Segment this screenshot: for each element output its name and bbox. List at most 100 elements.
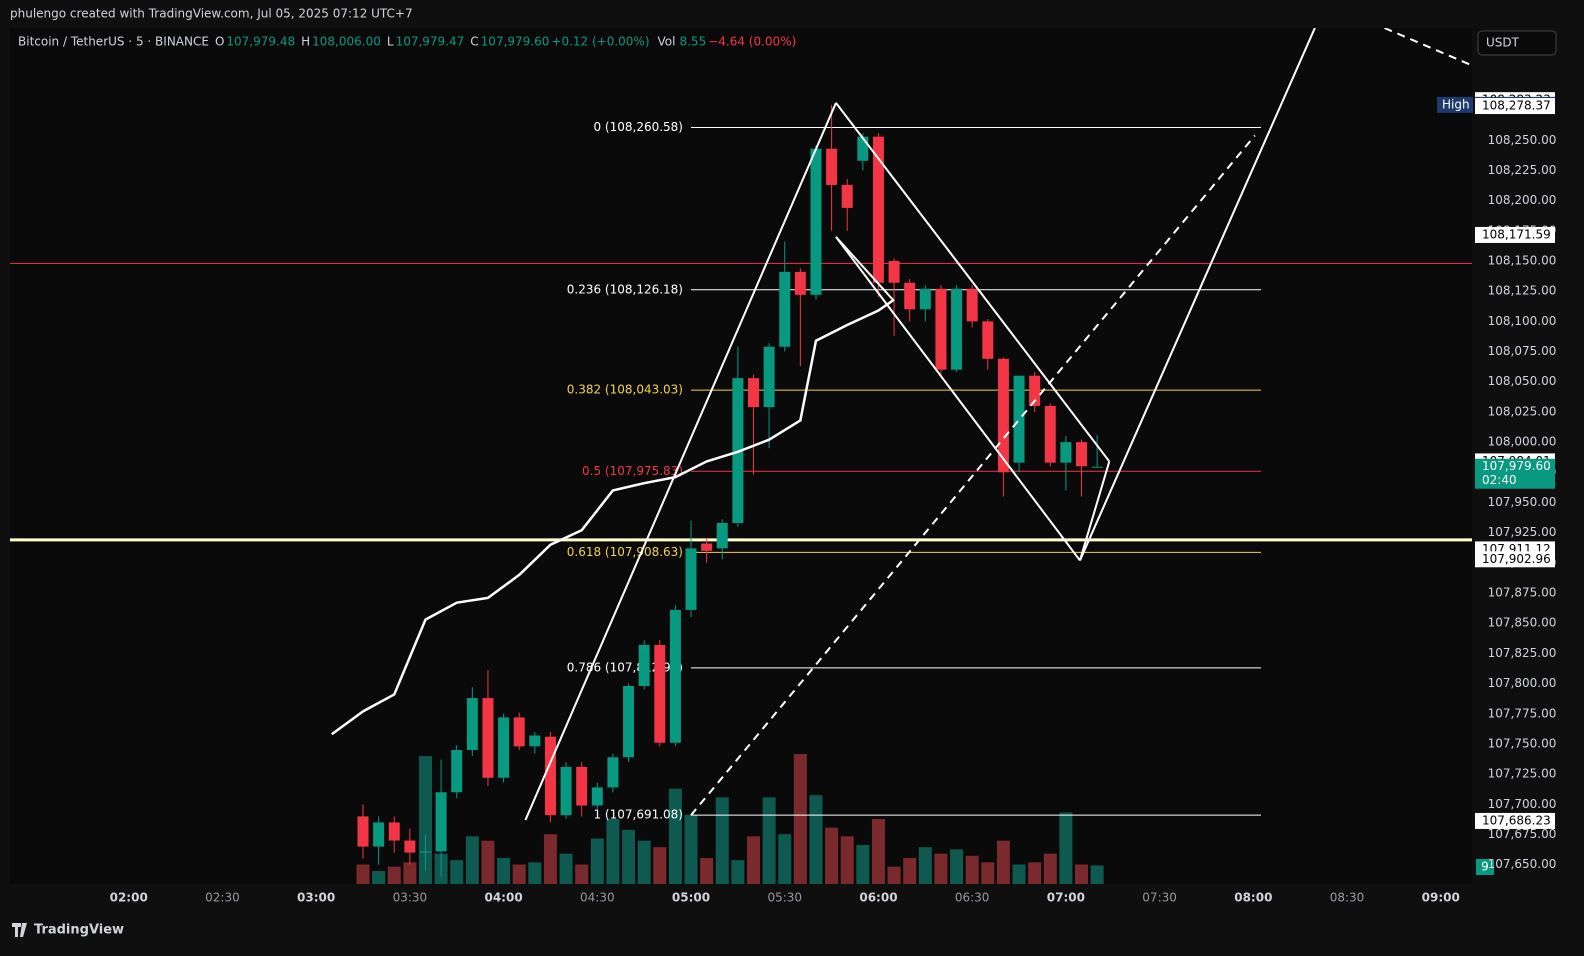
candle-body <box>919 288 931 310</box>
candle-body <box>529 735 541 747</box>
price-tag <box>1475 551 1555 568</box>
volume-bar <box>450 860 464 884</box>
candle-body <box>966 288 978 322</box>
volume-bar <box>965 855 979 884</box>
note-box <box>1437 96 1473 113</box>
y-tick-label: 107,925.00 <box>1488 525 1557 539</box>
x-tick-label: 07:30 <box>1142 891 1177 905</box>
trendline <box>835 236 1081 562</box>
volume-bar <box>387 866 401 884</box>
candle-body <box>826 148 838 185</box>
note-label: High <box>1442 97 1470 111</box>
candle-body <box>607 757 619 788</box>
price-tag-label: 107,686.23 <box>1482 813 1551 827</box>
trendline <box>524 102 837 821</box>
x-tick-label: 03:30 <box>393 891 428 905</box>
volume-bar <box>403 862 417 884</box>
currency[interactable]: USDT <box>1486 36 1520 50</box>
volume-bar <box>1090 865 1104 884</box>
candle-body <box>904 282 916 310</box>
x-tick-label: 08:00 <box>1234 891 1272 905</box>
volume-bar <box>653 847 667 884</box>
volume-bar <box>981 862 995 884</box>
countdown: 02:40 <box>1482 473 1517 487</box>
badge-text: 9 <box>1481 860 1489 874</box>
trendline <box>1384 28 1472 67</box>
fib-label: 0.618 (107,908.63) <box>567 545 683 559</box>
y-tick-label: 108,150.00 <box>1488 254 1557 268</box>
candle-body <box>654 644 666 743</box>
candle-body <box>576 766 588 806</box>
volume-bar <box>700 858 714 884</box>
candle-body <box>701 543 713 551</box>
volume-bar <box>871 819 885 884</box>
volume-bar <box>590 838 604 884</box>
price-tag-label: 108,278.37 <box>1482 99 1551 113</box>
y-tick-label: 108,000.00 <box>1488 435 1557 449</box>
candle-body <box>544 736 556 816</box>
legend-item: +0.12 (+0.00%) <box>551 35 649 49</box>
candle-body <box>388 822 400 841</box>
candle-body <box>716 523 728 549</box>
candle-body <box>638 644 650 686</box>
x-tick-label: 07:00 <box>1047 891 1085 905</box>
trendline <box>1078 461 1111 561</box>
y-tick-label: 107,700.00 <box>1488 797 1557 811</box>
y-tick-label: 108,200.00 <box>1488 193 1557 207</box>
footer: TradingView <box>34 923 124 938</box>
x-tick-label: 02:30 <box>205 891 240 905</box>
candle-body <box>560 766 572 816</box>
candle-body <box>1013 375 1025 463</box>
price-tag-label: 107,979.60 <box>1482 459 1551 473</box>
fib-label: 0.5 (107,975.83) <box>582 464 683 478</box>
volume-bar <box>715 797 729 884</box>
legend-item: L <box>387 35 394 49</box>
plot: 0 (108,260.58) 0.236 (108,126.18) 0.382 (1… <box>10 28 1472 884</box>
volume-bar <box>996 840 1010 884</box>
volume-bar <box>497 858 511 884</box>
candle-body <box>669 609 681 743</box>
y-tick-label: 107,950.00 <box>1488 495 1557 509</box>
volume-bar <box>528 862 542 884</box>
candle-body <box>763 346 775 408</box>
volume-bar <box>543 834 557 884</box>
candle-body <box>951 288 963 370</box>
legend-item: 107,979.47 <box>396 35 465 49</box>
volume-bar <box>934 853 948 884</box>
x-tick-label: 05:00 <box>672 891 710 905</box>
price-tag <box>1475 226 1555 243</box>
vwap-line <box>331 298 895 736</box>
price-tag <box>1475 98 1555 115</box>
legend-item: 8.55 <box>679 35 706 49</box>
candle-body <box>435 792 447 852</box>
candle-body <box>1029 375 1041 406</box>
price-tag <box>1475 458 1555 489</box>
legend-item: Bitcoin / TetherUS · 5 · BINANCE <box>18 35 209 49</box>
volume-bar <box>559 853 573 884</box>
volume-bar <box>668 788 682 884</box>
y-tick-label: 108,025.00 <box>1488 404 1557 418</box>
x-tick-label: 02:00 <box>110 891 148 905</box>
candle-body <box>623 685 635 758</box>
fib-label: 0.786 (107,812.96) <box>567 660 683 674</box>
volume-bar <box>356 864 370 884</box>
candle-body <box>872 136 884 283</box>
currency-button[interactable] <box>1477 30 1557 56</box>
volume-bar <box>1028 862 1042 884</box>
badge <box>1476 859 1494 875</box>
candle-body <box>810 148 822 295</box>
candle-body <box>857 136 869 161</box>
candle-body <box>1060 442 1072 463</box>
fib-label: 1 (107,691.08) <box>593 808 683 822</box>
x-tick-label: 08:30 <box>1330 891 1365 905</box>
legend-item: −4.64 (0.00%) <box>708 35 796 49</box>
legend-item: 107,979.60 <box>481 35 550 49</box>
candle-body <box>841 184 853 208</box>
volume-bar <box>809 795 823 884</box>
legend-item: Vol <box>658 35 676 49</box>
price-tag-label: 108,171.59 <box>1482 227 1551 241</box>
trendline <box>835 102 1111 463</box>
y-tick-label: 108,050.00 <box>1488 374 1557 388</box>
x-tick-label: 04:00 <box>484 891 522 905</box>
